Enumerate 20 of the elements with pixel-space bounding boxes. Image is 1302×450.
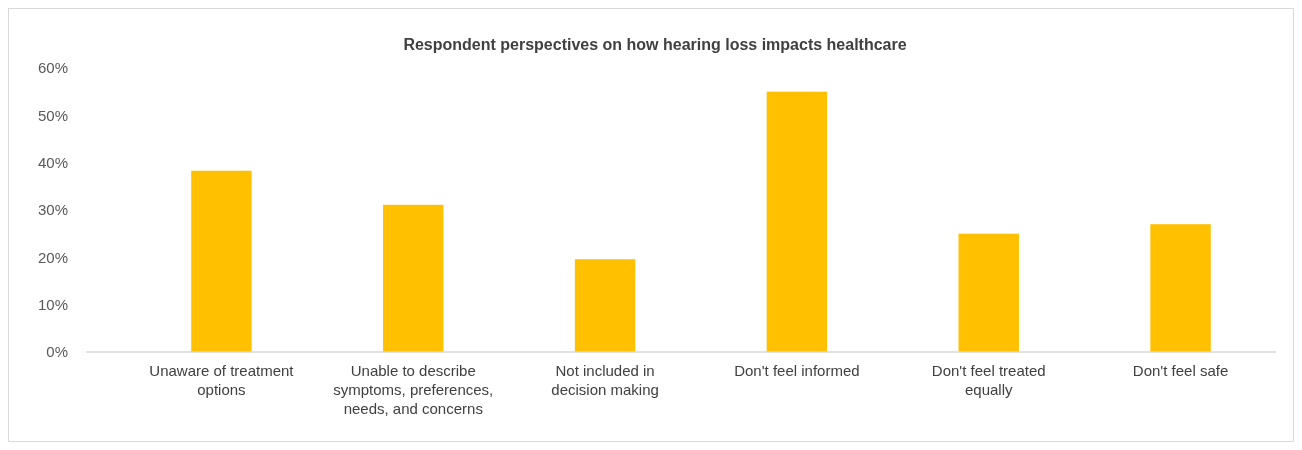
y-tick-label: 30%: [37, 201, 68, 219]
bar: [958, 233, 1019, 352]
y-tick-label: 40%: [37, 153, 68, 171]
bar: [766, 91, 828, 352]
bar: [1150, 224, 1211, 352]
x-tick-label: Unable to describe symptoms, preferences, needs, and concerns: [333, 362, 494, 417]
bar: [574, 259, 636, 352]
x-tick-label: Not included in decision making: [551, 362, 659, 398]
x-tick-label: Don't feel informed: [734, 362, 860, 379]
bar: [383, 204, 444, 352]
y-tick-label: 20%: [37, 248, 68, 266]
y-tick-label: 60%: [37, 59, 68, 77]
x-tick-label: Don't feel treated equally: [931, 362, 1046, 398]
y-tick-label: 50%: [37, 106, 68, 124]
bar: [191, 170, 252, 352]
x-tick-label: Don't feel safe: [1132, 362, 1229, 379]
x-tick-label: Unaware of treatment options: [149, 362, 295, 398]
chart-title: Respondent perspectives on how hearing loss impacts healthcare: [403, 36, 907, 53]
y-tick-label: 0%: [46, 343, 68, 361]
y-tick-label: 10%: [37, 295, 68, 313]
